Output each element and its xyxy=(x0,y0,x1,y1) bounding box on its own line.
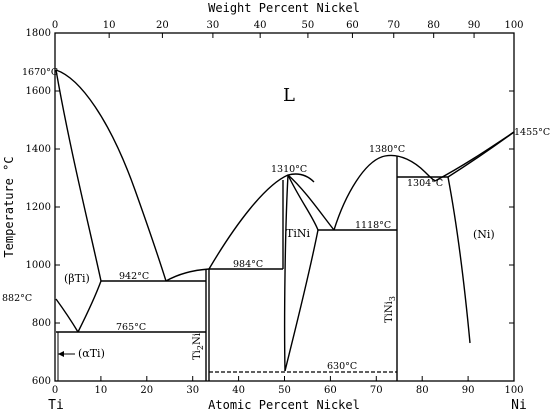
tini3-sub: 3 xyxy=(388,296,397,301)
liquidus-to-984 xyxy=(165,268,210,282)
liquidus-to-tini xyxy=(208,173,315,270)
solidus-ni-side xyxy=(447,131,515,178)
liquidus-tini-right xyxy=(287,174,335,231)
top-tick-label: 90 xyxy=(468,20,481,31)
top-axis-ticks: 0 10 20 30 40 50 60 70 80 90 100 xyxy=(52,20,524,38)
y-axis-title: Temperature °C xyxy=(2,156,16,257)
tini-right-upper xyxy=(287,174,319,231)
beta-transus-left xyxy=(55,298,79,333)
liquidus-ni-side xyxy=(434,131,515,182)
liquidus-ti-side xyxy=(55,69,167,282)
ti2ni-sub: 2 xyxy=(196,345,205,350)
bottom-tick-label: 80 xyxy=(416,385,429,396)
ti2ni-ti: Ti xyxy=(192,350,203,360)
temp-882: 882°C xyxy=(2,293,32,304)
ti2ni-ni: Ni xyxy=(192,333,203,345)
left-tick-label: 1800 xyxy=(26,28,51,39)
beta-ti-label: (βTi) xyxy=(64,272,90,285)
element-ni-label: Ni xyxy=(511,398,527,413)
temp-630: 630°C xyxy=(327,361,357,372)
bottom-axis-ticks: 0 10 20 30 40 50 60 70 80 90 100 xyxy=(52,376,524,396)
bottom-tick-label: 40 xyxy=(232,385,245,396)
top-tick-label: 80 xyxy=(427,20,440,31)
tini3-label: TiNi3 xyxy=(384,296,397,323)
left-tick-label: 1400 xyxy=(26,144,51,155)
bottom-tick-label: 0 xyxy=(52,385,58,396)
temp-942: 942°C xyxy=(119,271,149,282)
left-tick-label: 600 xyxy=(32,376,51,387)
element-ti-label: Ti xyxy=(48,398,64,413)
bottom-tick-label: 70 xyxy=(370,385,383,396)
top-axis-title: Weight Percent Nickel xyxy=(208,1,360,15)
tini-left-boundary xyxy=(283,174,289,372)
temp-984: 984°C xyxy=(233,259,263,270)
liquid-label: L xyxy=(283,85,295,106)
temp-1670: 1670°C xyxy=(22,67,58,78)
top-tick-label: 30 xyxy=(207,20,220,31)
temp-1304: 1304°C xyxy=(407,178,443,189)
beta-transus-right xyxy=(77,280,102,333)
left-tick-label: 1200 xyxy=(26,202,51,213)
top-tick-label: 20 xyxy=(156,20,169,31)
alpha-ti-label: (αTi) xyxy=(78,347,105,360)
temp-1380: 1380°C xyxy=(369,144,405,155)
bottom-tick-label: 50 xyxy=(278,385,291,396)
top-tick-label: 10 xyxy=(103,20,116,31)
bottom-tick-label: 60 xyxy=(324,385,337,396)
tini-right-lower xyxy=(284,229,319,372)
temp-1118: 1118°C xyxy=(355,220,391,231)
alpha-ti-arrowhead xyxy=(58,351,64,357)
temp-1455: 1455°C xyxy=(514,127,550,138)
temp-1310: 1310°C xyxy=(271,164,307,175)
liquidus-to-tini3 xyxy=(333,154,436,231)
top-tick-label: 60 xyxy=(346,20,359,31)
top-tick-label: 100 xyxy=(504,20,523,31)
left-axis-ticks: 600 800 1000 1200 1400 1600 1800 xyxy=(26,28,514,387)
bottom-axis-title: Atomic Percent Nickel xyxy=(208,398,360,412)
left-tick-label: 1000 xyxy=(26,260,51,271)
ni-solvus xyxy=(447,176,471,344)
beta-ti-solidus xyxy=(55,69,102,282)
bottom-tick-label: 30 xyxy=(186,385,199,396)
bottom-tick-label: 20 xyxy=(140,385,153,396)
bottom-tick-label: 90 xyxy=(462,385,475,396)
top-tick-label: 40 xyxy=(254,20,267,31)
left-tick-label: 800 xyxy=(32,318,51,329)
ti2ni-label: Ti2Ni xyxy=(192,333,205,360)
top-tick-label: 70 xyxy=(387,20,400,31)
tini-label: TiNi xyxy=(286,227,310,240)
top-tick-label: 50 xyxy=(302,20,315,31)
top-tick-label: 0 xyxy=(52,20,58,31)
left-tick-label: 1600 xyxy=(26,86,51,97)
tini3-main: TiNi xyxy=(384,301,395,323)
bottom-tick-label: 100 xyxy=(504,385,523,396)
bottom-tick-label: 10 xyxy=(95,385,108,396)
ni-label: (Ni) xyxy=(473,228,495,241)
temp-765: 765°C xyxy=(116,322,146,333)
